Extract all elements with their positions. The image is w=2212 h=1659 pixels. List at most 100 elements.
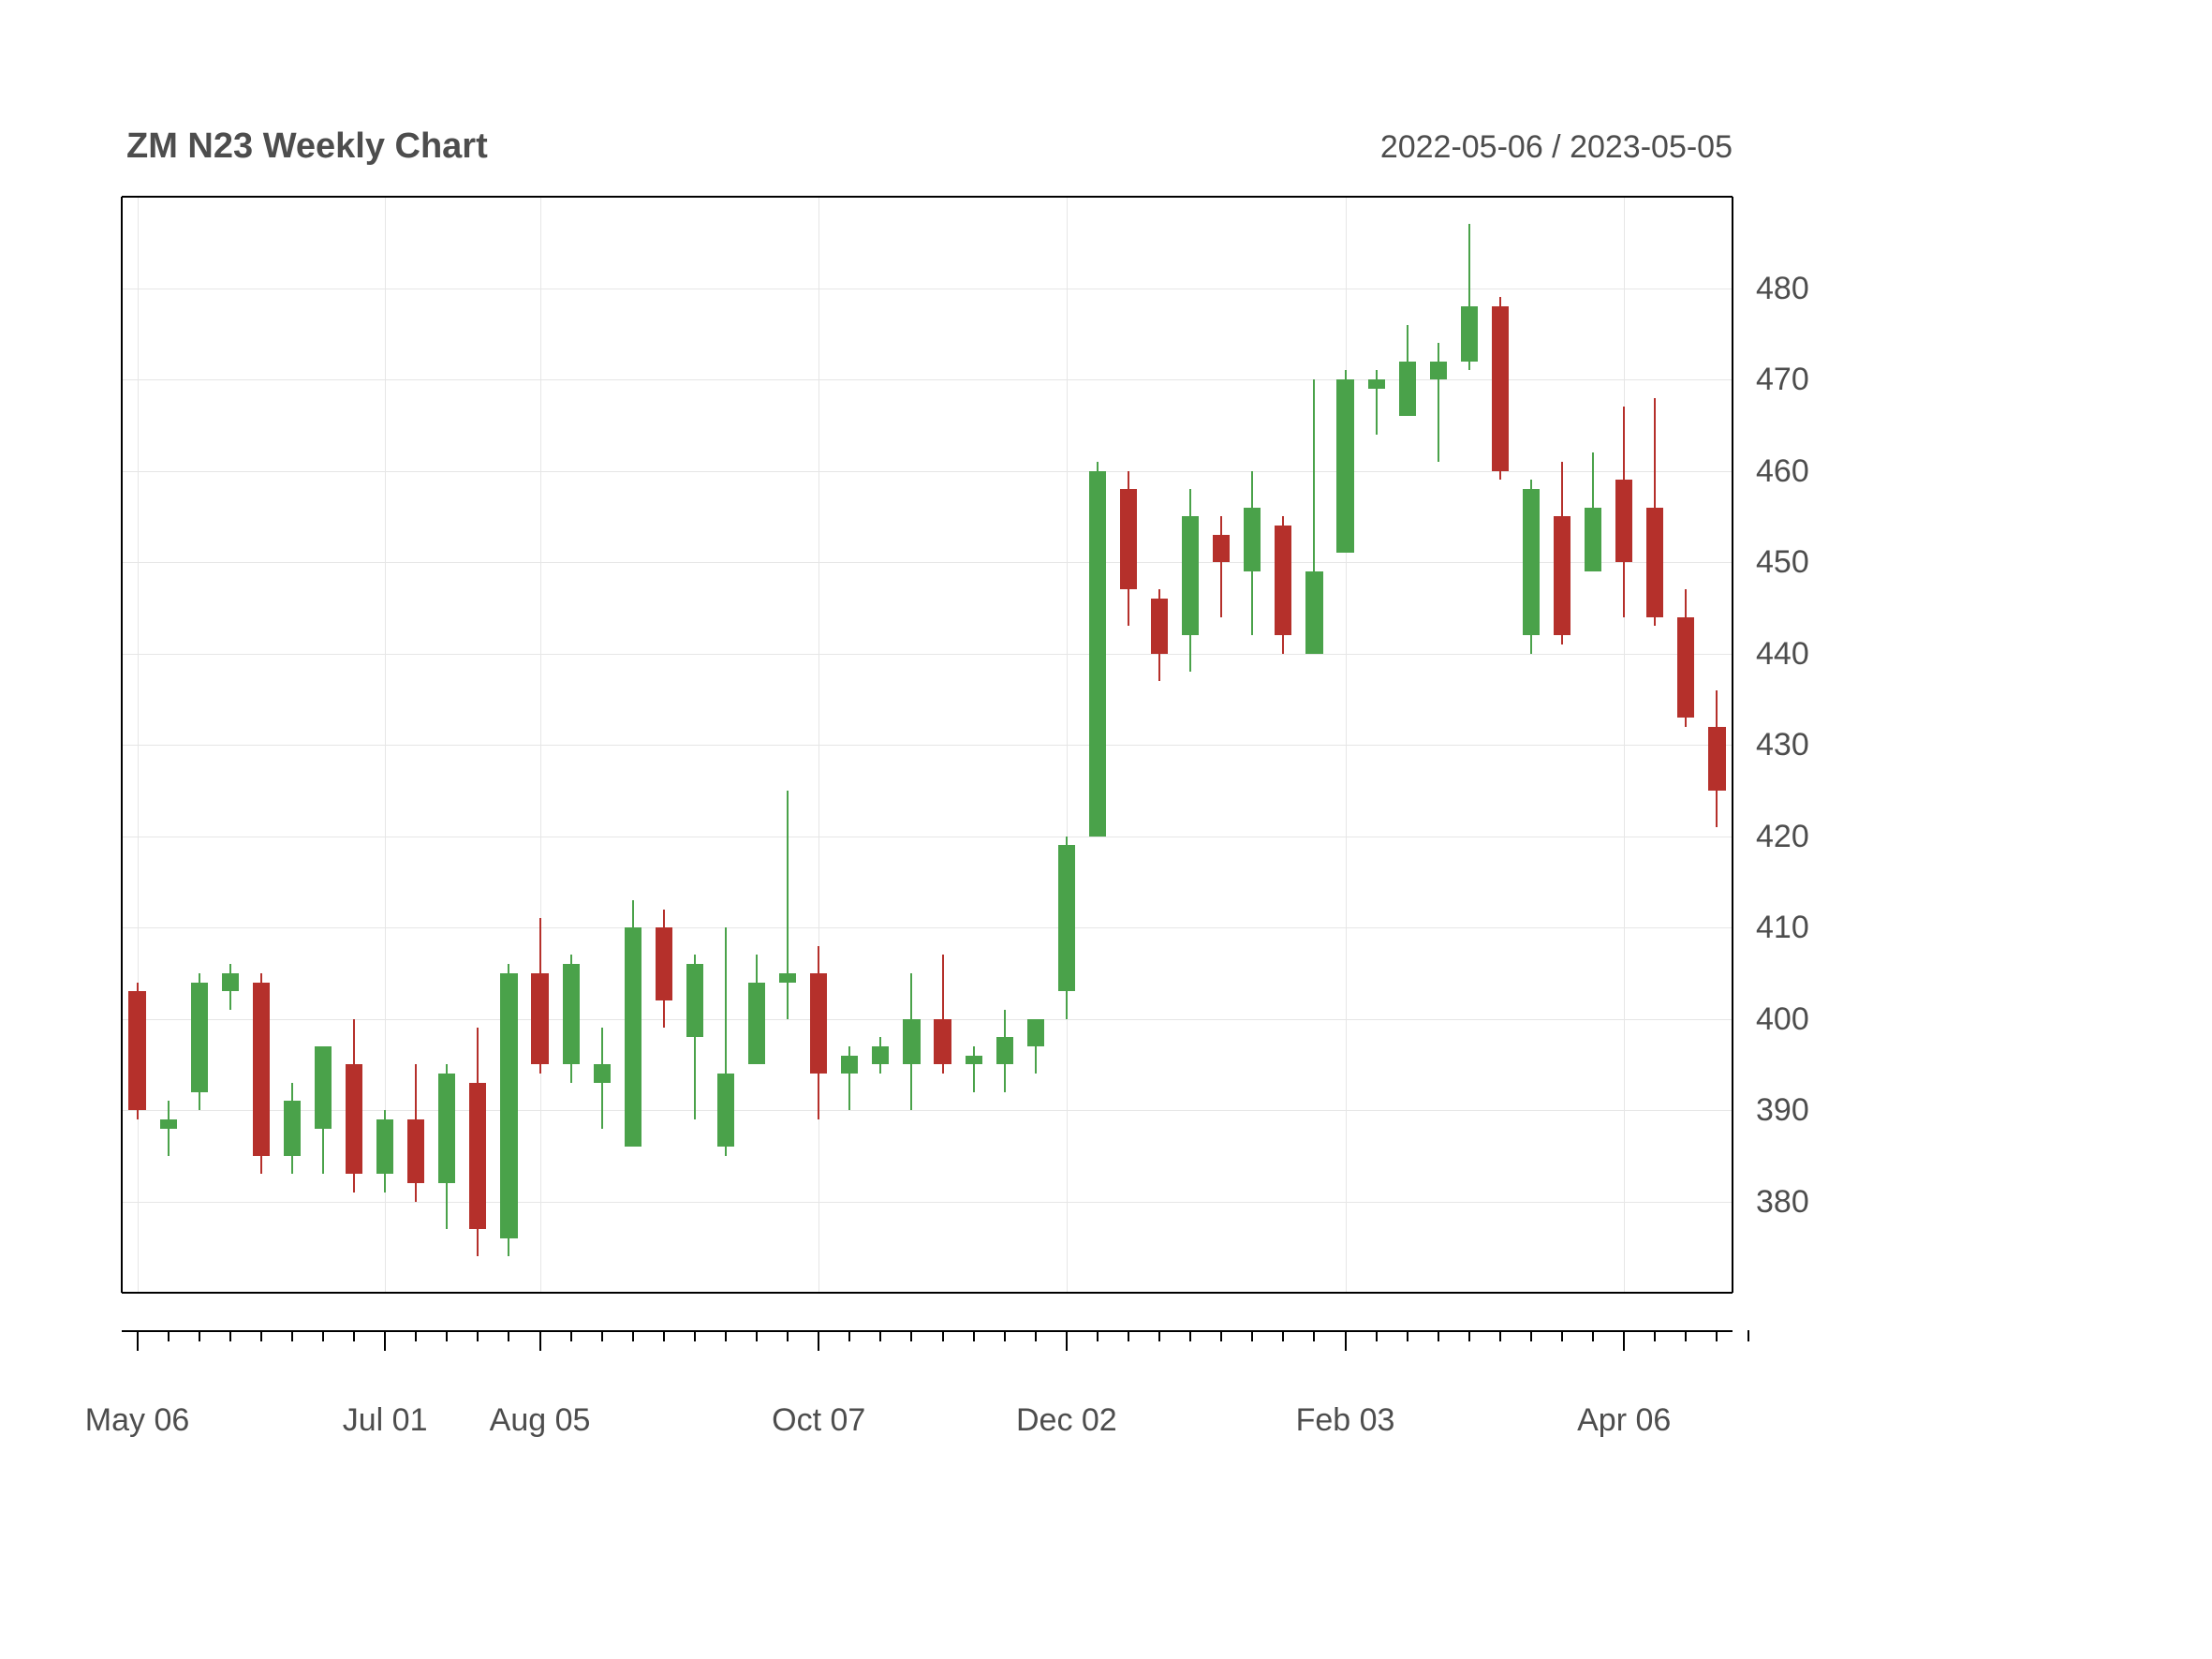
x-tick-major [137, 1330, 139, 1351]
x-tick-minor [1654, 1330, 1656, 1341]
x-tick-minor [879, 1330, 881, 1341]
candle-body [748, 983, 765, 1065]
candle-body [191, 983, 208, 1092]
x-tick-minor [168, 1330, 170, 1341]
candle-body [1615, 480, 1632, 562]
candle-body [222, 973, 239, 992]
x-tick-major [818, 1330, 819, 1351]
x-tick-minor [1716, 1330, 1718, 1341]
x-tick-minor [601, 1330, 603, 1341]
y-tick-label: 420 [1756, 819, 1809, 855]
grid-line-h [122, 1019, 1733, 1020]
x-tick-minor [415, 1330, 417, 1341]
x-tick-minor [787, 1330, 789, 1341]
candle-body [903, 1019, 920, 1065]
x-tick-minor [1158, 1330, 1160, 1341]
y-tick-label: 440 [1756, 636, 1809, 673]
x-tick-label: Feb 03 [1296, 1402, 1395, 1439]
candlestick-chart: ZM N23 Weekly Chart 2022-05-06 / 2023-05… [0, 0, 2212, 1659]
grid-line-h [122, 654, 1733, 655]
candle-body [934, 1019, 951, 1065]
candle-body [438, 1074, 455, 1183]
candle-body [1027, 1019, 1044, 1046]
x-tick-minor [291, 1330, 293, 1341]
candle-body [376, 1119, 393, 1175]
plot-area [122, 197, 1733, 1293]
candle-body [779, 973, 796, 983]
candle-body [1677, 617, 1694, 718]
plot-border-top [122, 196, 1733, 198]
grid-line-h [122, 562, 1733, 563]
candle-body [1554, 516, 1571, 635]
x-tick-minor [322, 1330, 324, 1341]
x-tick-minor [1097, 1330, 1099, 1341]
x-tick-minor [756, 1330, 758, 1341]
x-tick-minor [1530, 1330, 1532, 1341]
y-tick-label: 400 [1756, 1001, 1809, 1038]
grid-line-h [122, 1110, 1733, 1111]
grid-line-v [138, 197, 139, 1293]
x-tick-minor [446, 1330, 448, 1341]
candle-body [1089, 471, 1106, 837]
x-tick-minor [260, 1330, 262, 1341]
x-tick-minor [1438, 1330, 1439, 1341]
x-tick-label: Dec 02 [1016, 1402, 1117, 1439]
x-tick-label: Aug 05 [490, 1402, 591, 1439]
candle-body [1461, 306, 1478, 362]
x-tick-minor [353, 1330, 355, 1341]
candle-wick [1220, 516, 1222, 616]
grid-line-v [540, 197, 541, 1293]
candle-body [872, 1046, 889, 1065]
grid-line-h [122, 1202, 1733, 1203]
x-tick-major [1066, 1330, 1068, 1351]
y-tick-label: 470 [1756, 362, 1809, 398]
y-tick-label: 380 [1756, 1184, 1809, 1221]
x-tick-minor [1282, 1330, 1284, 1341]
plot-border-bottom [122, 1292, 1733, 1294]
candle-body [563, 964, 580, 1064]
x-tick-minor [1747, 1330, 1749, 1341]
x-tick-major [1623, 1330, 1625, 1351]
x-tick-minor [1561, 1330, 1563, 1341]
y-tick-label: 450 [1756, 544, 1809, 581]
candle-body [128, 991, 145, 1110]
candle-body [841, 1056, 858, 1074]
x-tick-minor [1220, 1330, 1222, 1341]
x-tick-baseline [122, 1330, 1733, 1332]
x-tick-minor [1468, 1330, 1470, 1341]
x-tick-minor [477, 1330, 479, 1341]
candle-body [996, 1037, 1013, 1064]
x-tick-minor [1035, 1330, 1037, 1341]
x-tick-minor [1004, 1330, 1006, 1341]
candle-body [500, 973, 517, 1238]
candle-body [1151, 599, 1168, 654]
candle-body [1368, 379, 1385, 389]
candle-body [625, 927, 641, 1147]
y-tick-label: 390 [1756, 1092, 1809, 1129]
candle-body [1399, 362, 1416, 417]
x-tick-minor [1313, 1330, 1315, 1341]
candle-body [1523, 489, 1540, 635]
x-tick-minor [973, 1330, 975, 1341]
candle-body [1585, 508, 1601, 571]
candle-body [315, 1046, 332, 1129]
x-tick-label: May 06 [85, 1402, 190, 1439]
candle-body [346, 1064, 362, 1174]
x-tick-minor [1685, 1330, 1687, 1341]
x-tick-minor [1376, 1330, 1378, 1341]
candle-body [1182, 516, 1199, 635]
candle-body [686, 964, 703, 1037]
grid-line-v [1067, 197, 1068, 1293]
candle-wick [168, 1101, 170, 1156]
y-tick-label: 410 [1756, 910, 1809, 946]
x-tick-label: Oct 07 [772, 1402, 865, 1439]
candle-body [717, 1074, 734, 1147]
candle-wick [973, 1046, 975, 1092]
chart-title-right: 2022-05-06 / 2023-05-05 [1124, 129, 1733, 166]
grid-line-v [1346, 197, 1347, 1293]
x-tick-minor [1128, 1330, 1129, 1341]
x-tick-minor [199, 1330, 200, 1341]
candle-body [1430, 362, 1447, 380]
x-tick-label: Jul 01 [343, 1402, 428, 1439]
candle-body [810, 973, 827, 1074]
